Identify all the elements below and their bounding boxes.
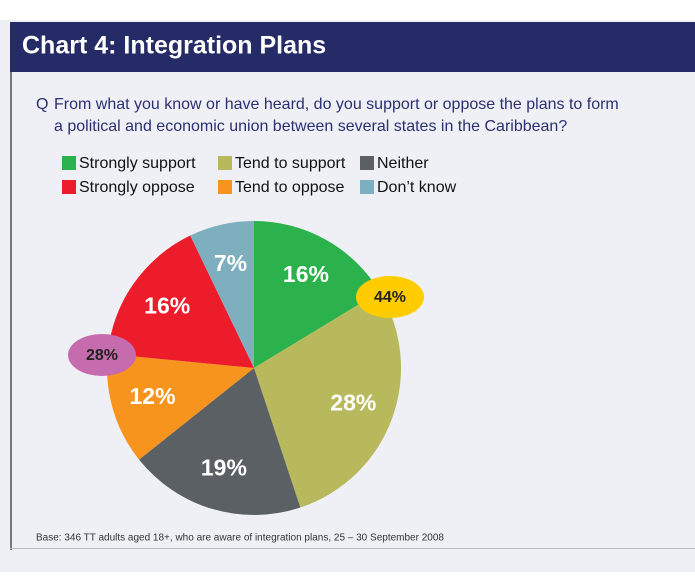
legend-label: Don’t know [377,179,457,196]
pie-slice [190,221,254,368]
bottom-border [10,548,695,549]
pie-slice [254,221,380,368]
legend-label: Tend to support [235,155,346,172]
legend-label: Strongly support [79,155,196,172]
annotation-bubble [68,334,136,376]
pie-slice [107,235,255,368]
annotation-bubble [356,276,424,318]
data-label: 12% [130,383,176,409]
data-label: 28% [330,390,376,416]
annotation-label: 44% [374,289,406,306]
header-band [10,22,695,72]
legend-label: Tend to oppose [235,179,345,196]
pie-slice [139,368,301,516]
legend-swatch [218,180,232,194]
question-prefix: Q [36,96,48,113]
data-label: 16% [283,261,329,287]
footnote: Base: 346 TT adults aged 18+, who are aw… [36,533,444,544]
left-border [10,72,12,550]
legend-label: Neither [377,155,429,172]
legend-label: Strongly oppose [79,179,195,196]
legend-swatch [218,156,232,170]
top-strip [0,0,695,20]
pie-slice [106,353,254,460]
data-label: 16% [144,293,190,319]
data-label: 19% [201,455,247,481]
data-label: 7% [214,250,247,276]
legend-swatch [62,156,76,170]
legend-swatch [360,180,374,194]
pie-slice [254,291,401,508]
question-line: a political and economic union between s… [54,118,567,135]
legend-swatch [360,156,374,170]
question-line: From what you know or have heard, do you… [54,96,619,113]
legend-swatch [62,180,76,194]
annotation-label: 28% [86,347,118,364]
chart-title: Chart 4: Integration Plans [22,32,326,60]
